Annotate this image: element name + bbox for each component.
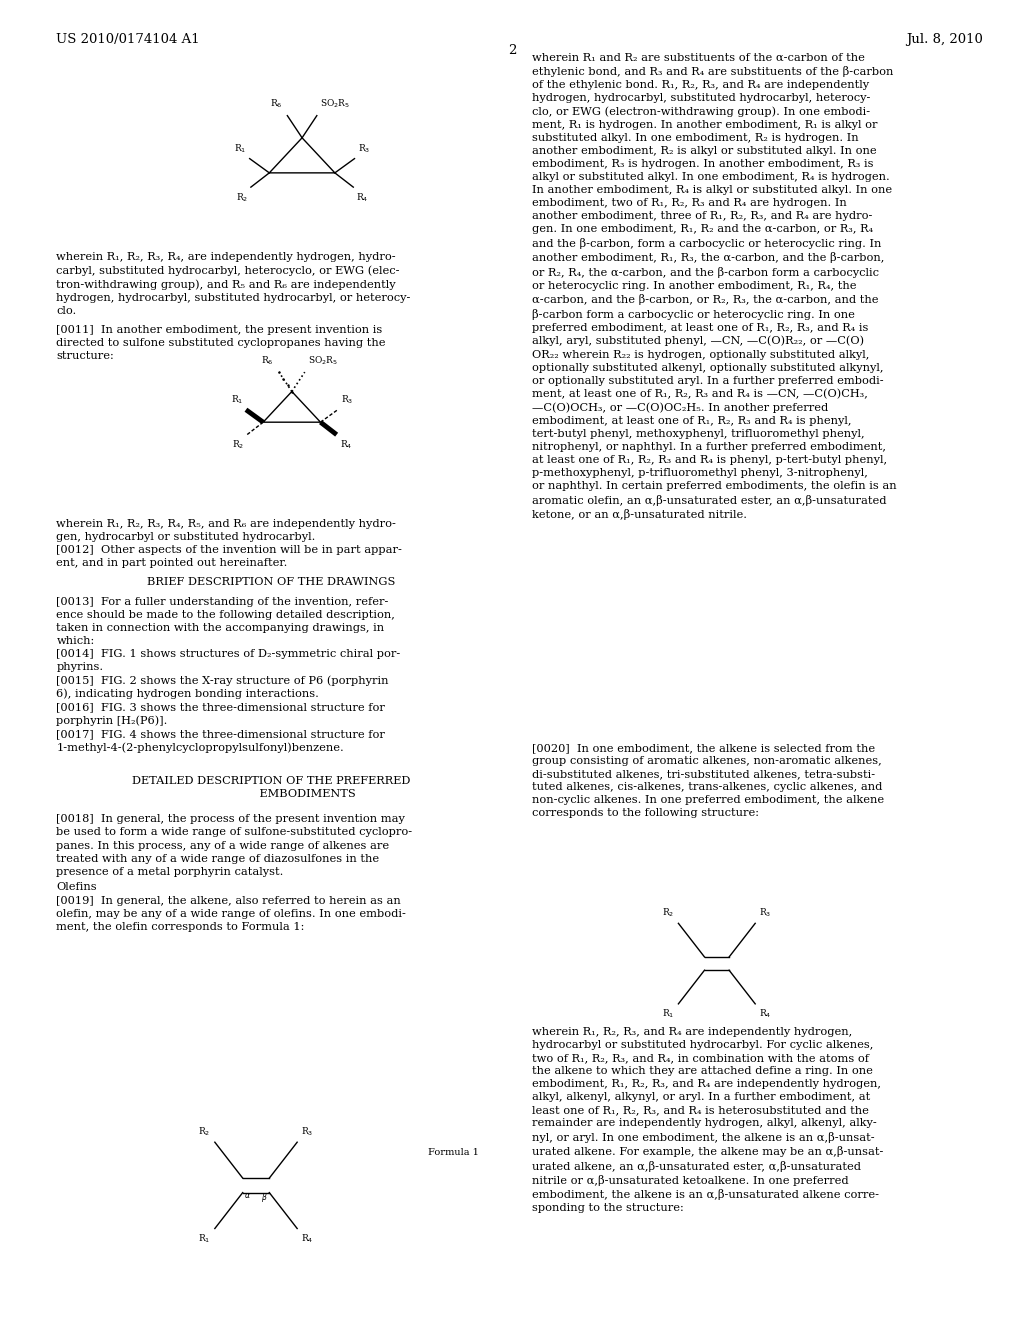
- Text: R$_6$: R$_6$: [261, 354, 273, 367]
- Text: Jul. 8, 2010: Jul. 8, 2010: [906, 33, 983, 46]
- Text: wherein R₁, R₂, R₃, R₄, R₅, and R₆ are independently hydro-
gen, hydrocarbyl or : wherein R₁, R₂, R₃, R₄, R₅, and R₆ are i…: [56, 519, 402, 568]
- Text: $\alpha$: $\alpha$: [245, 1191, 251, 1200]
- Text: wherein R₁, R₂, R₃, and R₄ are independently hydrogen,
hydrocarbyl or substitute: wherein R₁, R₂, R₃, and R₄ are independe…: [532, 1027, 884, 1213]
- Text: $\beta$: $\beta$: [261, 1191, 267, 1204]
- Text: R$_1$: R$_1$: [230, 393, 243, 405]
- Text: R$_2$: R$_2$: [199, 1126, 211, 1138]
- Text: [0013]  For a fuller understanding of the invention, refer-
ence should be made : [0013] For a fuller understanding of the…: [56, 597, 400, 754]
- Text: BRIEF DESCRIPTION OF THE DRAWINGS: BRIEF DESCRIPTION OF THE DRAWINGS: [147, 577, 395, 587]
- Text: wherein R₁, R₂, R₃, R₄, are independently hydrogen, hydro-
carbyl, substituted h: wherein R₁, R₂, R₃, R₄, are independentl…: [56, 252, 411, 315]
- Text: [0020]  In one embodiment, the alkene is selected from the
group consisting of a: [0020] In one embodiment, the alkene is …: [532, 743, 885, 818]
- Text: SO$_2$R$_5$: SO$_2$R$_5$: [319, 98, 350, 111]
- Text: R$_6$: R$_6$: [269, 98, 283, 111]
- Text: 2: 2: [508, 44, 516, 57]
- Text: R$_3$: R$_3$: [357, 143, 370, 154]
- Text: R$_1$: R$_1$: [662, 1008, 674, 1020]
- Text: US 2010/0174104 A1: US 2010/0174104 A1: [56, 33, 200, 46]
- Text: [0011]  In another embodiment, the present invention is
directed to sulfone subs: [0011] In another embodiment, the presen…: [56, 325, 386, 360]
- Text: R$_2$: R$_2$: [663, 907, 674, 919]
- Text: R$_2$: R$_2$: [231, 438, 244, 451]
- Text: SO$_2$R$_5$: SO$_2$R$_5$: [308, 354, 338, 367]
- Text: R$_1$: R$_1$: [199, 1233, 211, 1245]
- Text: R$_3$: R$_3$: [341, 393, 353, 405]
- Text: R$_2$: R$_2$: [236, 191, 248, 203]
- Text: DETAILED DESCRIPTION OF THE PREFERRED
                    EMBODIMENTS: DETAILED DESCRIPTION OF THE PREFERRED EM…: [132, 776, 411, 799]
- Text: R$_4$: R$_4$: [759, 1008, 772, 1020]
- Text: Formula 1: Formula 1: [428, 1148, 479, 1158]
- Text: R$_4$: R$_4$: [301, 1233, 313, 1245]
- Text: R$_3$: R$_3$: [301, 1126, 313, 1138]
- Text: R$_3$: R$_3$: [759, 907, 772, 919]
- Text: [0018]  In general, the process of the present invention may
be used to form a w: [0018] In general, the process of the pr…: [56, 814, 413, 876]
- Text: R$_1$: R$_1$: [234, 143, 247, 154]
- Text: [0019]  In general, the alkene, also referred to herein as an
olefin, may be any: [0019] In general, the alkene, also refe…: [56, 896, 407, 932]
- Text: R$_4$: R$_4$: [356, 191, 369, 203]
- Text: wherein R₁ and R₂ are substituents of the α-carbon of the
ethylenic bond, and R₃: wherein R₁ and R₂ are substituents of th…: [532, 53, 897, 520]
- Text: R$_4$: R$_4$: [340, 438, 352, 451]
- Text: Olefins: Olefins: [56, 882, 97, 892]
